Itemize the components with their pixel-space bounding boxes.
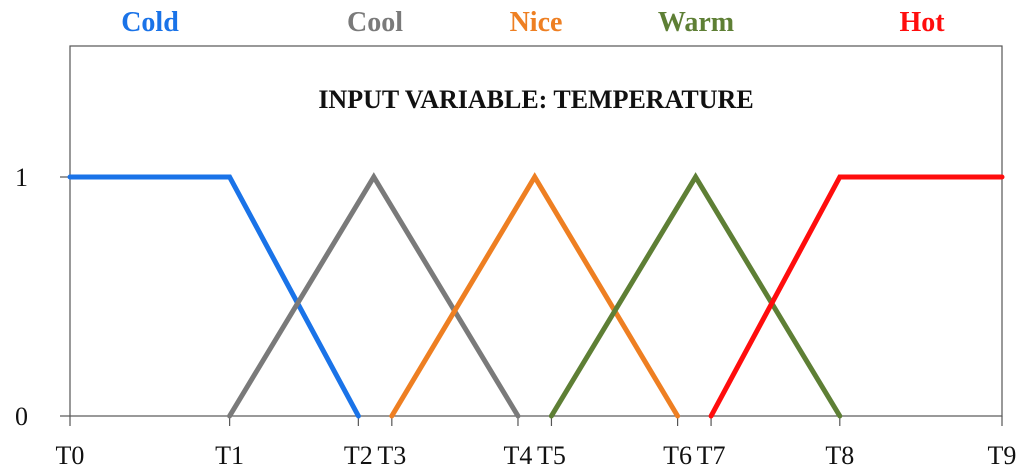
x-tick-label-t3: T3 xyxy=(377,441,406,470)
x-tick-label-t7: T7 xyxy=(697,441,726,470)
series-layer xyxy=(67,172,1005,419)
legend-label-cool: Cool xyxy=(347,7,403,38)
x-axis: T0 T1 T2 T3 T4 T5 T6 T7 T8 T9 xyxy=(56,416,1017,470)
plot-frame xyxy=(69,45,1003,417)
chart-title: INPUT VARIABLE: TEMPERATURE xyxy=(318,85,753,114)
legend-label-warm: Warm xyxy=(658,7,734,38)
legend: Cold Cool Nice Warm Hot xyxy=(121,7,945,38)
x-tick-label-t4: T4 xyxy=(504,441,533,470)
legend-label-hot: Hot xyxy=(899,7,945,38)
legend-label-cold: Cold xyxy=(121,7,179,38)
x-tick-label-t8: T8 xyxy=(825,441,854,470)
y-tick-label-1: 1 xyxy=(15,163,28,192)
x-tick-label-t1: T1 xyxy=(215,441,244,470)
series-line-cool xyxy=(227,172,521,419)
series-line-warm xyxy=(548,172,843,419)
y-axis: 01 xyxy=(15,163,70,431)
series-line-nice xyxy=(389,172,681,419)
x-tick-label-t9: T9 xyxy=(988,441,1017,470)
series-line-cold xyxy=(67,174,361,419)
y-tick-label-0: 0 xyxy=(15,402,28,431)
x-tick-label-t2: T2 xyxy=(344,441,373,470)
x-tick-label-t0: T0 xyxy=(56,441,85,470)
series-line-hot xyxy=(708,174,1005,419)
x-tick-label-t5: T5 xyxy=(537,441,566,470)
legend-label-nice: Nice xyxy=(510,7,563,38)
x-tick-label-t6: T6 xyxy=(663,441,692,470)
